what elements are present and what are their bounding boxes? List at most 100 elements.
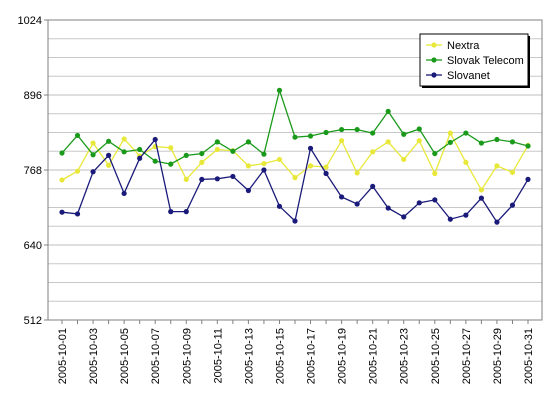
data-point	[106, 152, 112, 158]
data-point	[432, 150, 438, 157]
data-point	[276, 156, 283, 163]
data-point	[152, 158, 158, 164]
data-point	[307, 133, 314, 139]
legend-swatch-marker	[431, 72, 437, 78]
x-tick-label: 2005-10-13	[243, 328, 255, 384]
data-point	[463, 159, 469, 165]
y-tick-label: 640	[24, 240, 42, 252]
data-point	[121, 149, 127, 155]
data-point	[121, 136, 127, 142]
data-point	[307, 145, 314, 151]
x-tick-label: 2005-10-31	[523, 328, 535, 384]
data-point	[525, 143, 531, 149]
data-point	[74, 132, 81, 139]
data-point	[230, 148, 236, 154]
data-point	[447, 130, 453, 136]
data-point	[385, 108, 391, 115]
data-point	[261, 160, 267, 167]
legend: Nextra Slovak Telecom Slovanet	[419, 33, 530, 88]
data-point	[183, 152, 189, 158]
y-axis-ticks: 512 640 768 896 1024	[18, 15, 48, 327]
data-point	[323, 164, 329, 170]
legend-swatch-marker	[431, 42, 437, 48]
x-tick-label: 2005-10-17	[306, 328, 318, 384]
data-point	[214, 146, 220, 153]
data-point	[401, 131, 407, 137]
data-point	[478, 140, 484, 146]
x-tick-label: 2005-10-25	[430, 328, 442, 384]
data-point	[463, 130, 469, 136]
data-point	[478, 187, 484, 193]
data-point	[261, 167, 267, 173]
series-group	[59, 87, 531, 225]
x-tick-label: 2005-10-11	[212, 328, 224, 383]
y-tick-label: 512	[24, 315, 42, 327]
data-point	[447, 216, 453, 222]
data-point	[59, 177, 65, 183]
x-tick-label: 2005-10-03	[88, 328, 100, 384]
data-point	[323, 170, 329, 177]
x-tick-label: 2005-10-01	[57, 328, 69, 384]
data-point	[168, 209, 174, 215]
x-axis-ticks: 2005-10-01 2005-10-03 2005-10-05 2005-10-07…	[57, 320, 535, 384]
data-point	[168, 161, 174, 167]
series-slovak-telecom	[59, 87, 531, 167]
data-point	[59, 150, 65, 156]
data-point	[307, 163, 314, 169]
data-point	[199, 150, 205, 157]
series-slovanet	[59, 136, 531, 225]
data-point	[152, 136, 158, 143]
data-point	[354, 170, 360, 176]
data-point	[168, 145, 174, 151]
data-point	[416, 138, 422, 144]
legend-label: Slovak Telecom	[447, 55, 524, 67]
data-point	[276, 203, 283, 209]
data-point	[478, 195, 484, 201]
data-point	[494, 136, 500, 143]
legend-label: Nextra	[447, 40, 480, 52]
x-tick-label: 2005-10-05	[119, 328, 131, 384]
x-tick-label: 2005-10-27	[461, 328, 473, 384]
data-point	[121, 190, 127, 197]
data-point	[106, 162, 112, 168]
data-point	[525, 176, 531, 182]
data-point	[292, 134, 298, 140]
x-tick-label: 2005-10-19	[337, 328, 349, 384]
data-point	[292, 175, 298, 181]
data-point	[339, 138, 345, 144]
data-point	[137, 146, 143, 153]
legend-label: Slovanet	[447, 70, 490, 82]
x-tick-label: 2005-10-15	[274, 328, 286, 384]
data-point	[230, 173, 236, 180]
data-point	[137, 155, 143, 161]
y-tick-label: 1024	[18, 15, 42, 27]
data-point	[432, 197, 438, 203]
data-point	[385, 139, 391, 145]
y-tick-label: 896	[24, 90, 42, 102]
x-tick-label: 2005-10-07	[150, 328, 162, 384]
data-point	[261, 151, 267, 157]
data-point	[90, 152, 96, 158]
data-point	[447, 139, 453, 146]
data-point	[401, 156, 407, 163]
data-point	[416, 126, 422, 132]
data-point	[509, 202, 516, 208]
data-point	[214, 176, 220, 182]
data-point	[199, 159, 205, 165]
data-point	[370, 149, 376, 155]
data-point	[416, 200, 422, 206]
data-point	[494, 163, 500, 169]
data-point	[354, 201, 360, 207]
data-point	[276, 87, 283, 93]
data-point	[509, 139, 516, 145]
legend-swatch-marker	[431, 57, 437, 63]
data-point	[385, 205, 391, 211]
data-point	[90, 169, 96, 175]
x-tick-label: 2005-10-29	[492, 328, 504, 384]
data-point	[183, 209, 189, 215]
data-point	[245, 139, 251, 145]
data-point	[199, 176, 205, 182]
data-point	[509, 169, 516, 175]
data-point	[59, 209, 65, 215]
